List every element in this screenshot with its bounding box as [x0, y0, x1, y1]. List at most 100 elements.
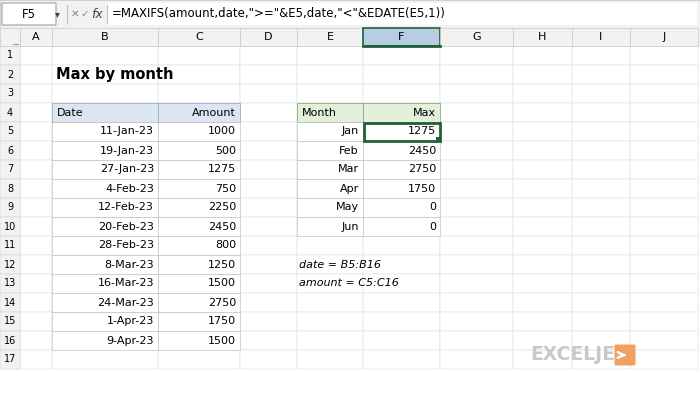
Bar: [240, 217, 297, 236]
Bar: [440, 65, 513, 84]
Text: C: C: [195, 32, 203, 42]
Text: 16-Mar-23: 16-Mar-23: [97, 278, 154, 288]
Bar: [52, 141, 158, 160]
Bar: [52, 255, 158, 274]
Bar: [440, 179, 513, 198]
Bar: [0, 0, 700, 28]
Text: 1275: 1275: [208, 164, 236, 174]
Text: F: F: [398, 32, 405, 42]
Bar: [158, 217, 240, 236]
Text: 2450: 2450: [208, 222, 236, 232]
Bar: [297, 28, 363, 46]
Text: 27-Jan-23: 27-Jan-23: [99, 164, 154, 174]
Bar: [513, 236, 572, 255]
Bar: [52, 141, 158, 160]
Text: H: H: [538, 32, 547, 42]
Bar: [630, 274, 698, 293]
Text: 500: 500: [215, 146, 236, 156]
Bar: [0, 312, 20, 331]
Bar: [240, 350, 297, 369]
Bar: [363, 179, 440, 198]
Bar: [52, 331, 158, 350]
Bar: [297, 179, 363, 198]
Bar: [630, 255, 698, 274]
Bar: [240, 274, 297, 293]
Text: Mar: Mar: [338, 164, 359, 174]
Bar: [52, 198, 158, 217]
Bar: [513, 293, 572, 312]
Bar: [158, 274, 240, 293]
Bar: [52, 160, 158, 179]
Bar: [440, 331, 513, 350]
Bar: [52, 350, 158, 369]
Text: G: G: [473, 32, 481, 42]
Bar: [158, 122, 240, 141]
Bar: [630, 141, 698, 160]
Bar: [20, 255, 52, 274]
Bar: [158, 84, 240, 103]
Bar: [630, 350, 698, 369]
Bar: [240, 293, 297, 312]
Bar: [363, 103, 440, 122]
Bar: [20, 65, 52, 84]
Bar: [52, 312, 158, 331]
Bar: [158, 274, 240, 293]
Bar: [630, 179, 698, 198]
Bar: [158, 122, 240, 141]
Bar: [52, 103, 158, 122]
Text: 1-Apr-23: 1-Apr-23: [106, 316, 154, 326]
Bar: [297, 103, 363, 122]
Text: Max: Max: [413, 108, 436, 118]
Bar: [440, 84, 513, 103]
Bar: [20, 198, 52, 217]
Text: 2: 2: [7, 70, 13, 80]
Bar: [572, 293, 630, 312]
Bar: [440, 28, 513, 46]
Bar: [52, 293, 158, 312]
Bar: [240, 198, 297, 217]
Bar: [297, 293, 363, 312]
Bar: [240, 28, 297, 46]
Text: 5: 5: [7, 126, 13, 136]
Bar: [0, 28, 20, 46]
Bar: [513, 84, 572, 103]
Bar: [158, 331, 240, 350]
Text: B: B: [102, 32, 108, 42]
Bar: [440, 141, 513, 160]
Bar: [158, 350, 240, 369]
Text: 3: 3: [7, 88, 13, 98]
Text: 12: 12: [4, 260, 16, 270]
Bar: [240, 46, 297, 65]
Bar: [0, 46, 20, 65]
Text: 0: 0: [429, 202, 436, 212]
Bar: [363, 179, 440, 198]
Bar: [363, 274, 440, 293]
Bar: [363, 122, 440, 141]
Bar: [20, 160, 52, 179]
Text: A: A: [32, 32, 40, 42]
Text: ✕: ✕: [71, 9, 79, 19]
Text: 8-Mar-23: 8-Mar-23: [104, 260, 154, 270]
Bar: [20, 312, 52, 331]
Bar: [52, 65, 158, 84]
Bar: [297, 103, 363, 122]
Bar: [363, 122, 440, 140]
Bar: [158, 255, 240, 274]
Bar: [363, 160, 440, 179]
Bar: [363, 65, 440, 84]
Bar: [52, 312, 158, 331]
Bar: [572, 103, 630, 122]
Text: 28-Feb-23: 28-Feb-23: [98, 240, 154, 250]
FancyBboxPatch shape: [615, 344, 636, 366]
Bar: [572, 255, 630, 274]
Text: Jun: Jun: [342, 222, 359, 232]
Bar: [630, 312, 698, 331]
Text: Month: Month: [302, 108, 337, 118]
Bar: [513, 122, 572, 141]
Bar: [630, 122, 698, 141]
Bar: [158, 236, 240, 255]
Text: amount = C5:C16: amount = C5:C16: [299, 278, 399, 288]
Bar: [297, 274, 363, 293]
Bar: [158, 160, 240, 179]
Bar: [0, 84, 20, 103]
